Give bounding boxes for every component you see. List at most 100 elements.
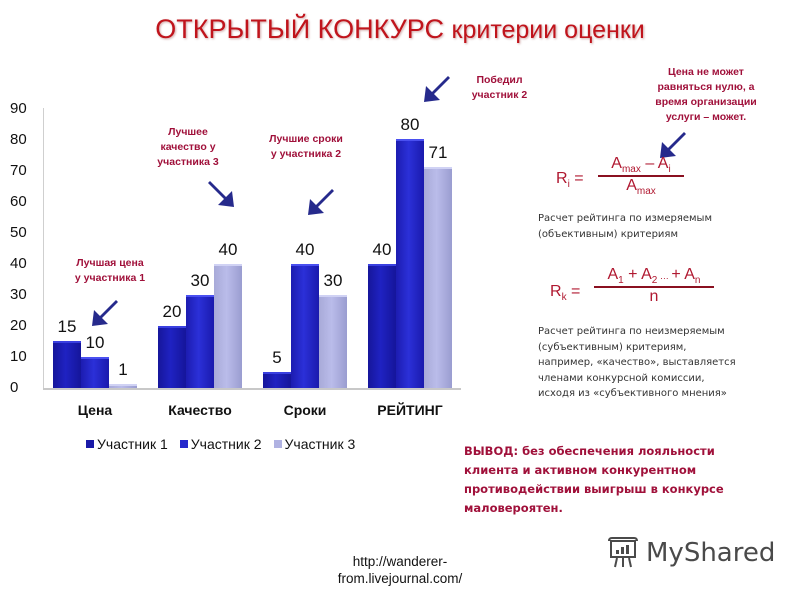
y-tick-50: 50 — [10, 224, 27, 241]
bar-price-participant-3 — [109, 384, 137, 388]
note-line: время организации — [655, 96, 757, 108]
note-line: у участника 2 — [270, 148, 342, 160]
value-label: 30 — [190, 271, 210, 290]
title-part-2: критерии оценки — [451, 16, 645, 44]
bar-price-participant-1 — [53, 341, 81, 388]
slide-title: ОТКРЫТЫЙ КОНКУРС критерии оценки — [0, 14, 800, 45]
formula-rk-lhs: Rk = — [550, 283, 580, 303]
desc-line: (субъективным) критериям, — [538, 341, 687, 353]
note-line: у участника 1 — [74, 272, 146, 284]
formula-operator: + — [671, 266, 685, 283]
legend-label: Участник 2 — [190, 436, 262, 452]
formula-equals: = — [571, 283, 581, 300]
legend-item-participant-3: Участник 3 — [273, 436, 356, 452]
y-tick-60: 60 — [10, 193, 27, 210]
category-label-price: Цена — [77, 402, 113, 418]
formula-subscript: k — [561, 292, 567, 304]
note-best-price: Лучшая цена у участника 1 — [60, 256, 160, 286]
value-label: 10 — [85, 333, 105, 352]
value-label: 30 — [323, 271, 343, 290]
x-axis-line — [43, 388, 461, 390]
formula-subscript: i — [668, 164, 671, 176]
y-tick-30: 30 — [10, 286, 27, 303]
formula-denominator: Amax — [598, 177, 684, 197]
conclusion-line: противодействии выигрыш в конкурсе — [464, 482, 724, 496]
value-label: 40 — [218, 240, 238, 259]
conclusion-line: ВЫВОД: без обеспечения лояльности — [464, 444, 715, 458]
legend-item-participant-2: Участник 2 — [179, 436, 262, 452]
category-label-quality: Качество — [168, 402, 232, 418]
formula-symbol: A — [626, 177, 637, 195]
legend-swatch-icon — [273, 440, 282, 448]
arrow-down-left-icon — [92, 300, 118, 326]
y-tick-40: 40 — [10, 255, 27, 272]
formula-numerator: A1 + A2 … + An — [594, 266, 714, 286]
value-label: 15 — [57, 317, 77, 336]
y-tick-10: 10 — [10, 348, 27, 365]
source-url[interactable]: http://wanderer- from.livejournal.com/ — [320, 553, 480, 587]
myshared-logo: MyShared — [606, 536, 775, 570]
formula-symbol: R — [556, 170, 568, 187]
y-tick-0: 0 — [10, 379, 19, 396]
conclusion-line: клиента и активном конкурентном — [464, 463, 697, 477]
desc-line: Расчет рейтинга по неизмеряемым — [538, 326, 725, 337]
note-line: участник 2 — [471, 89, 528, 101]
value-label: 5 — [272, 348, 282, 367]
note-line: услуги – может. — [665, 111, 747, 123]
bar-rating-participant-2 — [396, 139, 424, 388]
category-label-terms: Сроки — [283, 402, 327, 418]
url-line: from.livejournal.com/ — [337, 571, 463, 586]
bar-terms-participant-3 — [319, 295, 347, 388]
note-line: участника 3 — [157, 156, 219, 168]
arrow-down-left-icon — [660, 132, 686, 158]
value-label: 80 — [400, 115, 420, 134]
bar-rating-participant-3 — [424, 167, 452, 388]
value-label: 1 — [118, 360, 128, 379]
formula-subscript: i — [567, 179, 570, 191]
value-label: 40 — [372, 240, 392, 259]
logo-text: MyShared — [646, 538, 776, 568]
y-tick-90: 90 — [10, 100, 27, 117]
note-line: Цена не может — [668, 66, 744, 78]
presentation-board-icon — [608, 537, 638, 568]
y-axis-line — [43, 108, 44, 389]
formula-symbol: A — [611, 155, 622, 172]
formula-denominator: n — [649, 288, 659, 306]
note-line: Лучшие сроки — [269, 133, 343, 145]
bar-quality-participant-1 — [158, 326, 186, 388]
value-label: 20 — [162, 302, 182, 321]
note-line: Лучшая цена — [76, 257, 144, 269]
title-part-1: ОТКРЫТЫЙ КОНКУРС — [155, 14, 444, 44]
value-label: 40 — [295, 240, 315, 259]
formula-ri-fraction: Amax – Ai Amax — [598, 155, 684, 197]
url-line: http://wanderer- — [352, 554, 448, 569]
y-tick-20: 20 — [10, 317, 27, 334]
formula-1-description: Расчет рейтинга по измеряемым (объективн… — [538, 211, 712, 242]
formula-subscript: max — [636, 186, 656, 198]
y-tick-80: 80 — [10, 131, 27, 148]
legend-swatch-icon — [179, 440, 188, 448]
formula-numerator: Amax – Ai — [598, 155, 684, 175]
formula-operator: + — [623, 266, 642, 283]
arrow-down-right-icon — [208, 181, 234, 207]
note-price-not-zero: Цена не может равняться нулю, а время ор… — [636, 65, 776, 125]
fraction-line — [594, 286, 714, 289]
arrow-down-left-icon — [308, 189, 334, 215]
formula-operator: – — [640, 155, 658, 172]
arrow-down-left-icon — [424, 76, 450, 102]
value-label: 71 — [428, 143, 448, 162]
bar-quality-participant-3 — [214, 264, 242, 388]
formula-subscript: 2 — [651, 275, 658, 287]
formula-ri-lhs: Ri = — [556, 170, 584, 190]
formula-subscript: n — [694, 275, 701, 287]
desc-line: (объективным) критериям — [538, 228, 678, 240]
chart-legend: Участник 1 Участник 2 Участник 3 — [86, 436, 355, 452]
note-best-terms: Лучшие сроки у участника 2 — [256, 132, 356, 162]
legend-label: Участник 3 — [284, 436, 356, 452]
formula-2-description: Расчет рейтинга по неизмеряемым (субъект… — [538, 324, 736, 402]
bar-rating-participant-1 — [368, 264, 396, 388]
note-winner: Победил участник 2 — [462, 73, 537, 103]
formula-symbol: A — [607, 266, 619, 283]
conclusion-line: маловероятен. — [464, 501, 563, 515]
note-line: Лучшее — [168, 126, 208, 138]
